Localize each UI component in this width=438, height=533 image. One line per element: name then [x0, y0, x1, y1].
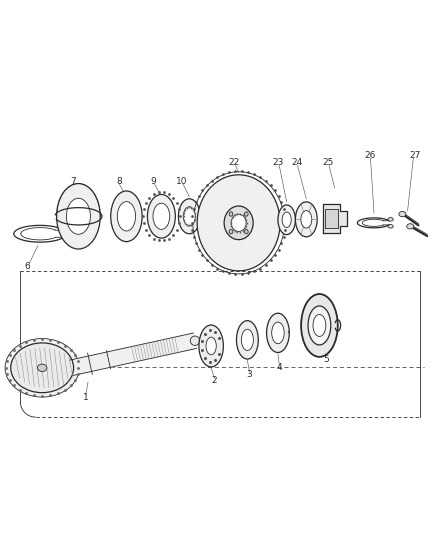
Ellipse shape	[237, 321, 258, 359]
Text: 6: 6	[24, 262, 30, 271]
Text: 9: 9	[151, 177, 156, 186]
Ellipse shape	[5, 338, 79, 397]
Ellipse shape	[295, 202, 317, 237]
Ellipse shape	[301, 211, 312, 228]
Ellipse shape	[111, 191, 142, 241]
Text: 8: 8	[117, 177, 122, 186]
Ellipse shape	[67, 198, 90, 235]
Ellipse shape	[313, 314, 326, 336]
Ellipse shape	[224, 206, 253, 240]
Text: 22: 22	[229, 158, 240, 167]
Text: 5: 5	[323, 354, 329, 364]
Ellipse shape	[301, 294, 338, 357]
Text: 26: 26	[364, 151, 375, 160]
Text: 24: 24	[291, 158, 302, 167]
Text: 7: 7	[70, 177, 76, 186]
Ellipse shape	[278, 205, 295, 235]
Text: 25: 25	[322, 158, 334, 167]
Ellipse shape	[282, 212, 291, 228]
Ellipse shape	[197, 175, 280, 271]
Text: 1: 1	[83, 393, 89, 402]
Ellipse shape	[244, 212, 248, 216]
Ellipse shape	[231, 214, 246, 231]
Text: 2: 2	[212, 376, 217, 385]
Ellipse shape	[241, 329, 254, 350]
Ellipse shape	[308, 306, 331, 345]
Polygon shape	[325, 208, 338, 229]
Polygon shape	[70, 333, 197, 375]
Text: 23: 23	[272, 158, 284, 167]
Ellipse shape	[199, 325, 223, 367]
Polygon shape	[323, 204, 347, 233]
Ellipse shape	[184, 207, 195, 226]
Ellipse shape	[244, 230, 248, 234]
Ellipse shape	[229, 212, 233, 216]
Ellipse shape	[190, 336, 200, 345]
Ellipse shape	[153, 203, 170, 229]
Ellipse shape	[206, 337, 216, 355]
Ellipse shape	[229, 230, 233, 234]
Ellipse shape	[407, 224, 414, 229]
Ellipse shape	[148, 195, 175, 238]
Ellipse shape	[399, 212, 406, 217]
Ellipse shape	[388, 224, 393, 228]
Text: 3: 3	[247, 370, 252, 379]
Ellipse shape	[38, 364, 47, 372]
Ellipse shape	[388, 217, 393, 221]
Ellipse shape	[11, 343, 74, 393]
Ellipse shape	[267, 313, 289, 352]
Ellipse shape	[57, 183, 100, 249]
Ellipse shape	[178, 199, 200, 234]
Text: 27: 27	[409, 151, 420, 160]
Text: 10: 10	[176, 177, 187, 186]
Ellipse shape	[117, 201, 135, 231]
Ellipse shape	[272, 322, 284, 344]
Text: 4: 4	[276, 364, 282, 372]
